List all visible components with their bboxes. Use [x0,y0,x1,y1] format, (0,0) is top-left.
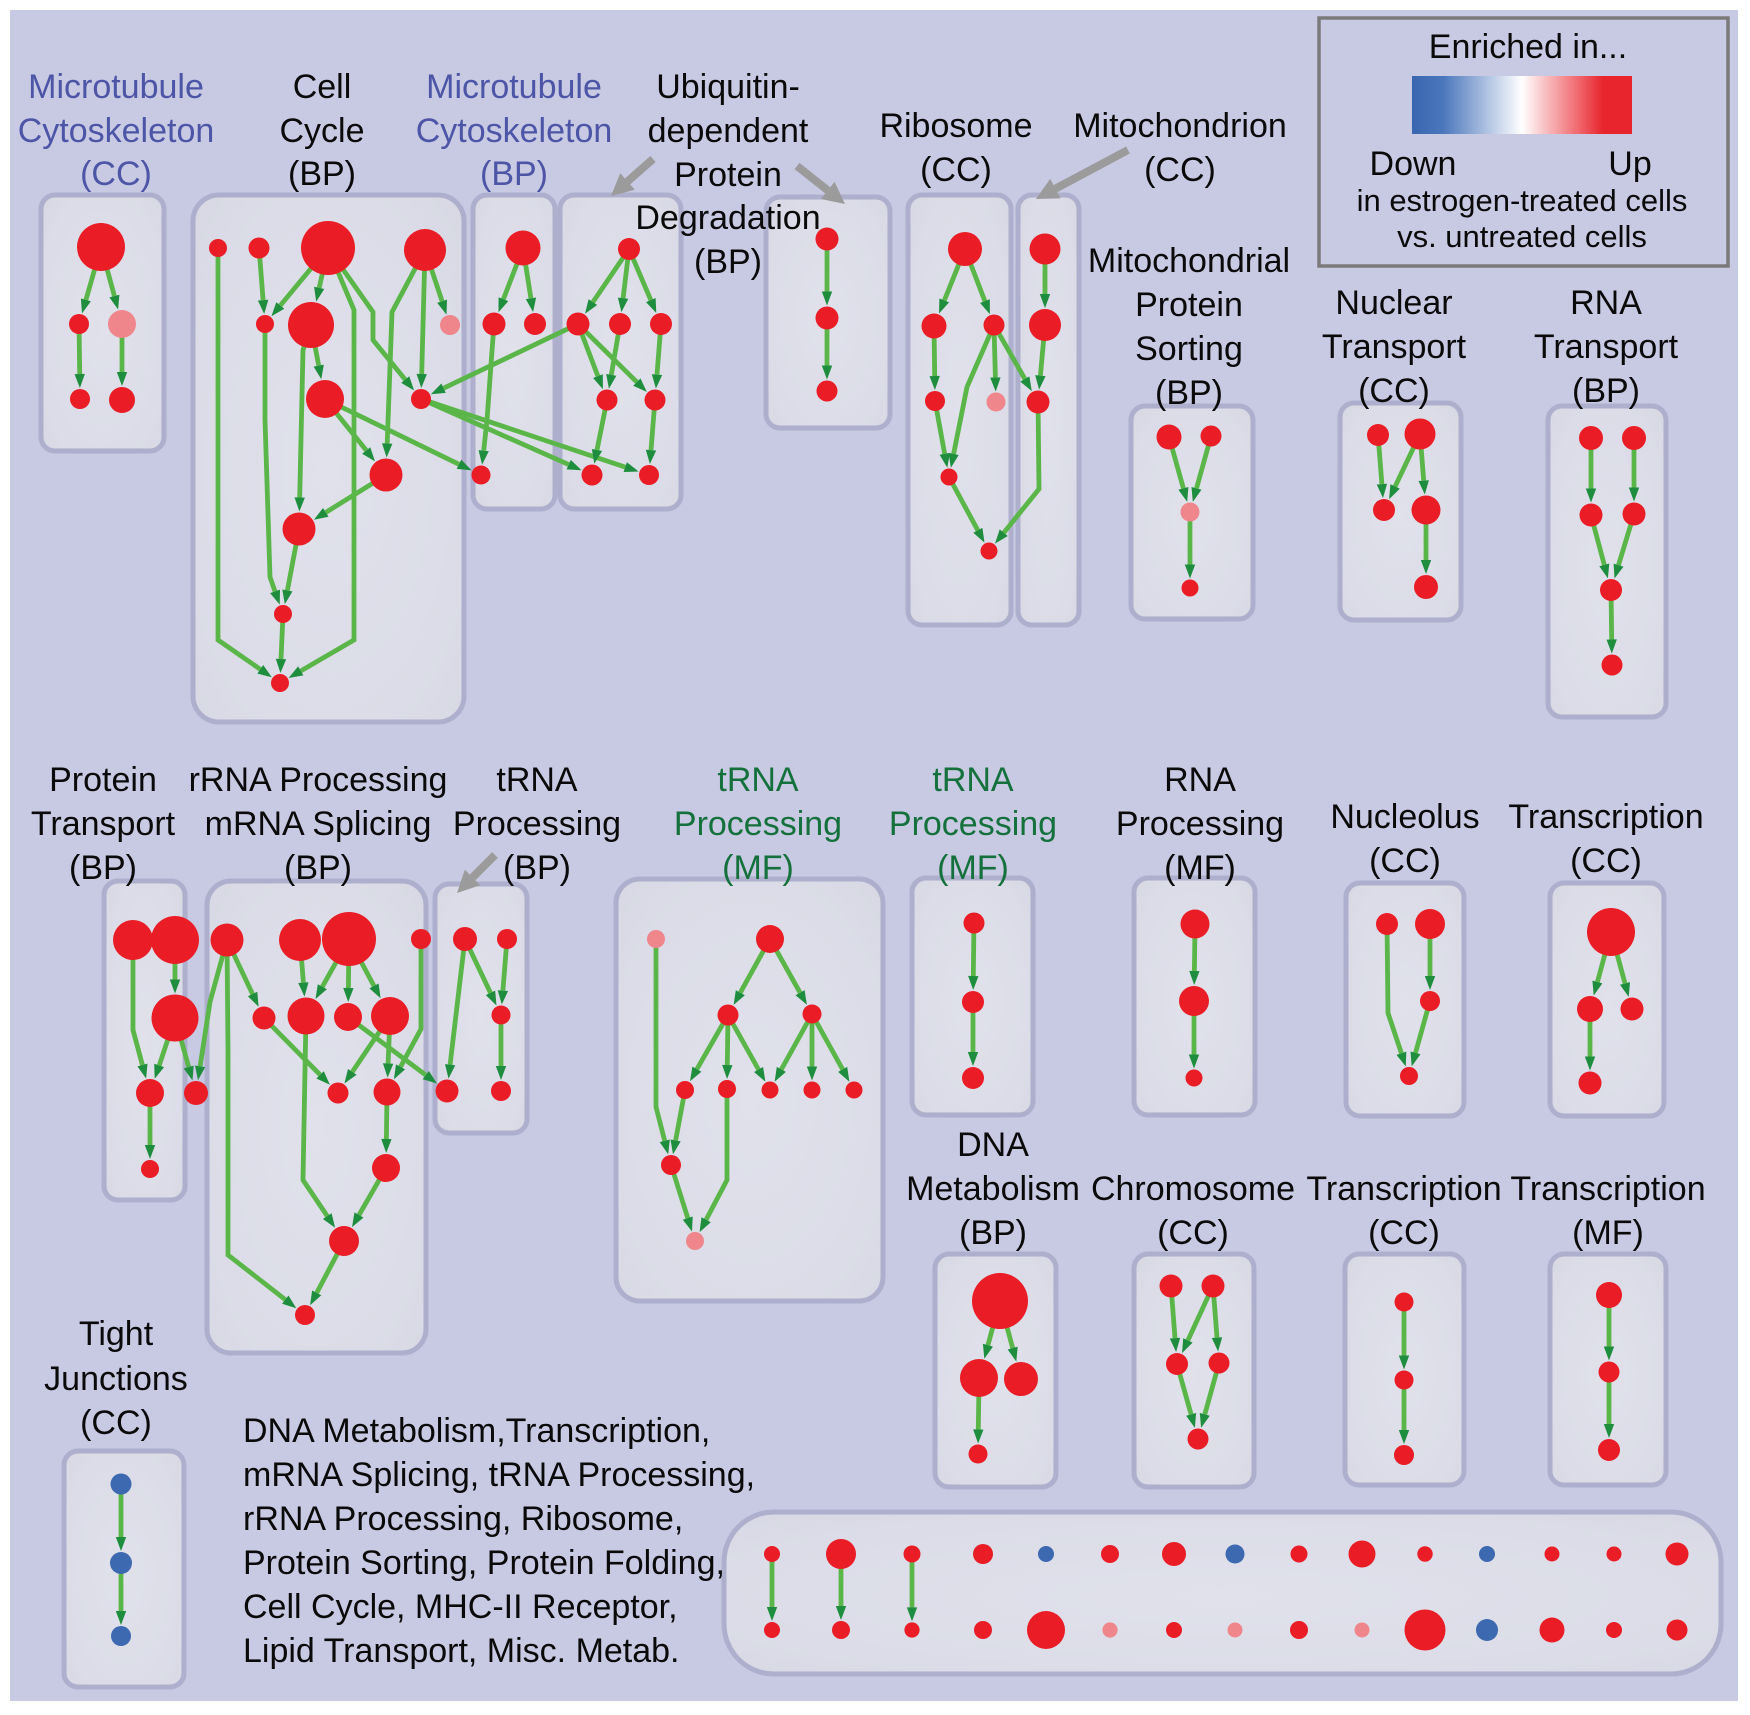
svg-text:Transport: Transport [31,805,176,843]
svg-text:RNA: RNA [1164,761,1236,799]
svg-text:(MF): (MF) [1572,1214,1644,1252]
svg-text:rRNA Processing, Ribosome,: rRNA Processing, Ribosome, [243,1500,683,1538]
svg-text:tRNA: tRNA [932,761,1014,799]
svg-text:Junctions: Junctions [44,1360,188,1398]
svg-text:Cytoskeleton: Cytoskeleton [18,112,215,150]
svg-text:Protein Sorting, Protein Foldi: Protein Sorting, Protein Folding, [243,1544,725,1582]
svg-text:(CC): (CC) [1570,842,1642,880]
svg-text:Lipid Transport, Misc. Metab.: Lipid Transport, Misc. Metab. [243,1632,680,1670]
svg-text:(MF): (MF) [1164,849,1236,887]
svg-text:Metabolism: Metabolism [906,1170,1080,1208]
svg-text:mRNA Splicing: mRNA Splicing [205,805,432,843]
svg-text:DNA Metabolism,Transcription,: DNA Metabolism,Transcription, [243,1412,710,1450]
svg-text:Mitochondrion: Mitochondrion [1073,107,1287,145]
svg-text:(CC): (CC) [1369,842,1441,880]
svg-text:Protein: Protein [49,761,157,799]
svg-text:Processing: Processing [674,805,842,843]
svg-text:vs. untreated cells: vs. untreated cells [1397,219,1647,254]
svg-text:RNA: RNA [1570,284,1642,322]
svg-text:Degradation: Degradation [635,199,820,237]
svg-text:(BP): (BP) [69,849,137,887]
svg-text:Transport: Transport [1322,328,1467,366]
svg-text:Ribosome: Ribosome [879,107,1032,145]
svg-text:Processing: Processing [453,805,621,843]
svg-text:Microtubule: Microtubule [28,68,204,106]
svg-text:Chromosome: Chromosome [1091,1170,1295,1208]
svg-text:Processing: Processing [889,805,1057,843]
svg-text:mRNA Splicing, tRNA Processing: mRNA Splicing, tRNA Processing, [243,1456,755,1494]
svg-text:Processing: Processing [1116,805,1284,843]
svg-text:(CC): (CC) [920,151,992,189]
svg-text:Down: Down [1370,145,1457,183]
svg-text:Protein: Protein [674,156,782,194]
svg-text:tRNA: tRNA [717,761,799,799]
svg-text:Transport: Transport [1534,328,1679,366]
svg-text:Cell: Cell [293,68,352,106]
svg-text:Transcription: Transcription [1306,1170,1501,1208]
svg-text:dependent: dependent [648,112,809,150]
svg-text:Microtubule: Microtubule [426,68,602,106]
svg-text:Cell Cycle, MHC-II Receptor,: Cell Cycle, MHC-II Receptor, [243,1588,678,1626]
svg-text:(BP): (BP) [959,1214,1027,1252]
svg-text:Cycle: Cycle [279,112,364,150]
svg-text:(BP): (BP) [288,155,356,193]
svg-text:(CC): (CC) [1144,151,1216,189]
svg-text:(CC): (CC) [1368,1214,1440,1252]
svg-text:Enriched in...: Enriched in... [1429,28,1627,66]
svg-text:DNA: DNA [957,1126,1029,1164]
svg-text:in estrogen-treated cells: in estrogen-treated cells [1357,183,1688,218]
svg-text:Nuclear: Nuclear [1335,284,1452,322]
svg-text:Tight: Tight [79,1315,154,1353]
svg-text:Transcription: Transcription [1510,1170,1705,1208]
svg-text:(CC): (CC) [1358,372,1430,410]
svg-text:Cytoskeleton: Cytoskeleton [416,112,613,150]
svg-text:Protein: Protein [1135,286,1243,324]
svg-text:(BP): (BP) [480,155,548,193]
svg-text:(CC): (CC) [1157,1214,1229,1252]
svg-text:Mitochondrial: Mitochondrial [1088,242,1290,280]
svg-text:rRNA Processing: rRNA Processing [189,761,448,799]
svg-text:Sorting: Sorting [1135,330,1243,368]
svg-text:(BP): (BP) [503,849,571,887]
svg-text:(CC): (CC) [80,155,152,193]
svg-text:Transcription: Transcription [1508,798,1703,836]
svg-text:(BP): (BP) [1155,374,1223,412]
svg-text:(BP): (BP) [694,243,762,281]
svg-text:(BP): (BP) [1572,372,1640,410]
svg-text:Ubiquitin-: Ubiquitin- [656,68,800,106]
svg-text:(MF): (MF) [937,849,1009,887]
svg-text:Up: Up [1608,145,1651,183]
svg-text:tRNA: tRNA [496,761,578,799]
svg-text:Nucleolus: Nucleolus [1330,798,1479,836]
svg-text:(MF): (MF) [722,849,794,887]
svg-text:(CC): (CC) [80,1404,152,1442]
svg-text:(BP): (BP) [284,849,352,887]
